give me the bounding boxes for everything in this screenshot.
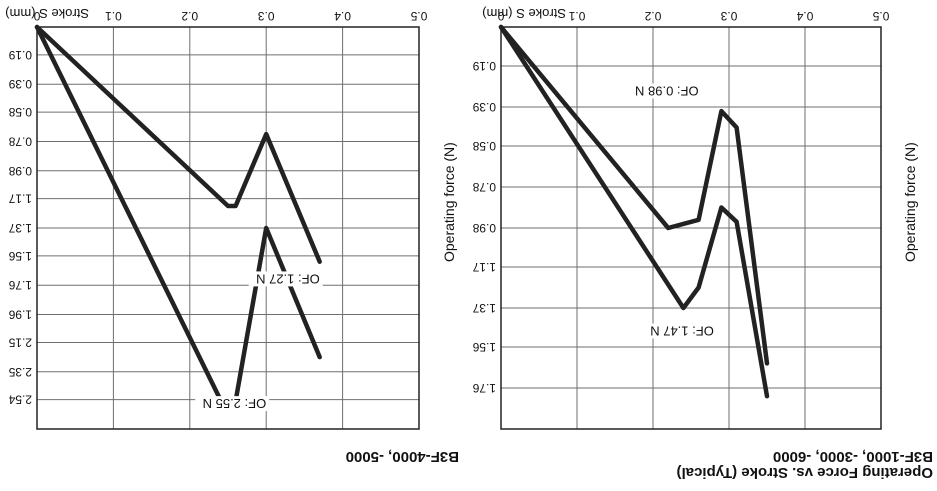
y-tick-label: 1.76 bbox=[472, 381, 496, 395]
x-tick-label: 0.5 bbox=[410, 9, 427, 23]
x-tick-label: 0.1 bbox=[568, 9, 585, 23]
y-tick-label: 1.17 bbox=[8, 192, 32, 206]
y-tick-label: 0.58 bbox=[472, 139, 496, 153]
annotation-label: OF: 1.27 N bbox=[256, 271, 320, 286]
y-tick-label: 0.39 bbox=[472, 100, 496, 114]
y-tick-label: 1.96 bbox=[8, 308, 32, 322]
annotation-background bbox=[248, 271, 323, 287]
y-tick-label: 2.15 bbox=[8, 335, 32, 349]
x-tick-label: 0.4 bbox=[796, 9, 813, 23]
x-tick-label: 0.3 bbox=[720, 9, 737, 23]
annotation-background bbox=[642, 323, 717, 339]
y-tick-label: 0.39 bbox=[8, 77, 32, 91]
annotation-background bbox=[627, 83, 702, 99]
y-tick-label: 0.78 bbox=[472, 180, 496, 194]
x-tick-label: 0.4 bbox=[334, 9, 351, 23]
annotation-label: OF: 0.98 N bbox=[635, 84, 699, 99]
chart-b3f-1000: Operating Force vs. Stroke (Typical) B3F… bbox=[472, 6, 933, 481]
y-axis-label: Operating force (N) bbox=[902, 142, 918, 262]
x-axis-label: Stroke S (mm) bbox=[5, 6, 89, 21]
y-tick-label: 0.98 bbox=[8, 164, 32, 178]
y-tick-label: 0.19 bbox=[8, 48, 32, 62]
plot-frame bbox=[36, 26, 420, 430]
y-tick-label: 2.35 bbox=[8, 365, 32, 379]
annotation-label: OF: 2.55 N bbox=[203, 396, 267, 411]
y-tick-label: 0.78 bbox=[8, 134, 32, 148]
y-tick-label: 1.76 bbox=[8, 278, 32, 292]
chart-subtitle: B3F-4000, -5000 bbox=[346, 448, 459, 465]
y-tick-label: 1.37 bbox=[8, 221, 32, 235]
chart-title: Operating Force vs. Stroke (Typical) bbox=[677, 464, 933, 481]
x-tick-label: 0.3 bbox=[258, 9, 275, 23]
x-tick-label: 0 bbox=[497, 9, 504, 23]
series-line bbox=[498, 24, 770, 366]
x-tick-label: 0 bbox=[33, 9, 40, 23]
x-tick-label: 0.2 bbox=[181, 9, 198, 23]
plot-frame bbox=[500, 26, 882, 430]
series-line bbox=[498, 24, 770, 399]
series-line bbox=[34, 24, 322, 264]
y-tick-label: 1.37 bbox=[472, 301, 496, 315]
y-tick-label: 2.54 bbox=[8, 393, 32, 407]
chart-subtitle: B3F-1000, -3000, -6000 bbox=[773, 448, 933, 465]
x-tick-label: 0.5 bbox=[872, 9, 889, 23]
y-tick-label: 0.98 bbox=[472, 221, 496, 235]
y-tick-label: 1.56 bbox=[8, 249, 32, 263]
y-tick-label: 0.58 bbox=[8, 105, 32, 119]
y-axis-label: Operating force (N) bbox=[441, 142, 457, 262]
annotation-label: OF: 1.47 N bbox=[650, 324, 714, 339]
y-tick-label: 0.19 bbox=[472, 59, 496, 73]
y-tick-label: 1.56 bbox=[472, 340, 496, 354]
y-tick-label: 1.17 bbox=[472, 260, 496, 274]
annotation-background bbox=[195, 396, 270, 412]
x-tick-label: 0.1 bbox=[105, 9, 122, 23]
series-line bbox=[34, 24, 322, 404]
x-tick-label: 0.2 bbox=[644, 9, 661, 23]
x-axis-label: Stroke S (mm) bbox=[482, 6, 566, 21]
chart-b3f-4000: B3F-4000, -5000 Operating force (N) Stro… bbox=[5, 6, 459, 465]
